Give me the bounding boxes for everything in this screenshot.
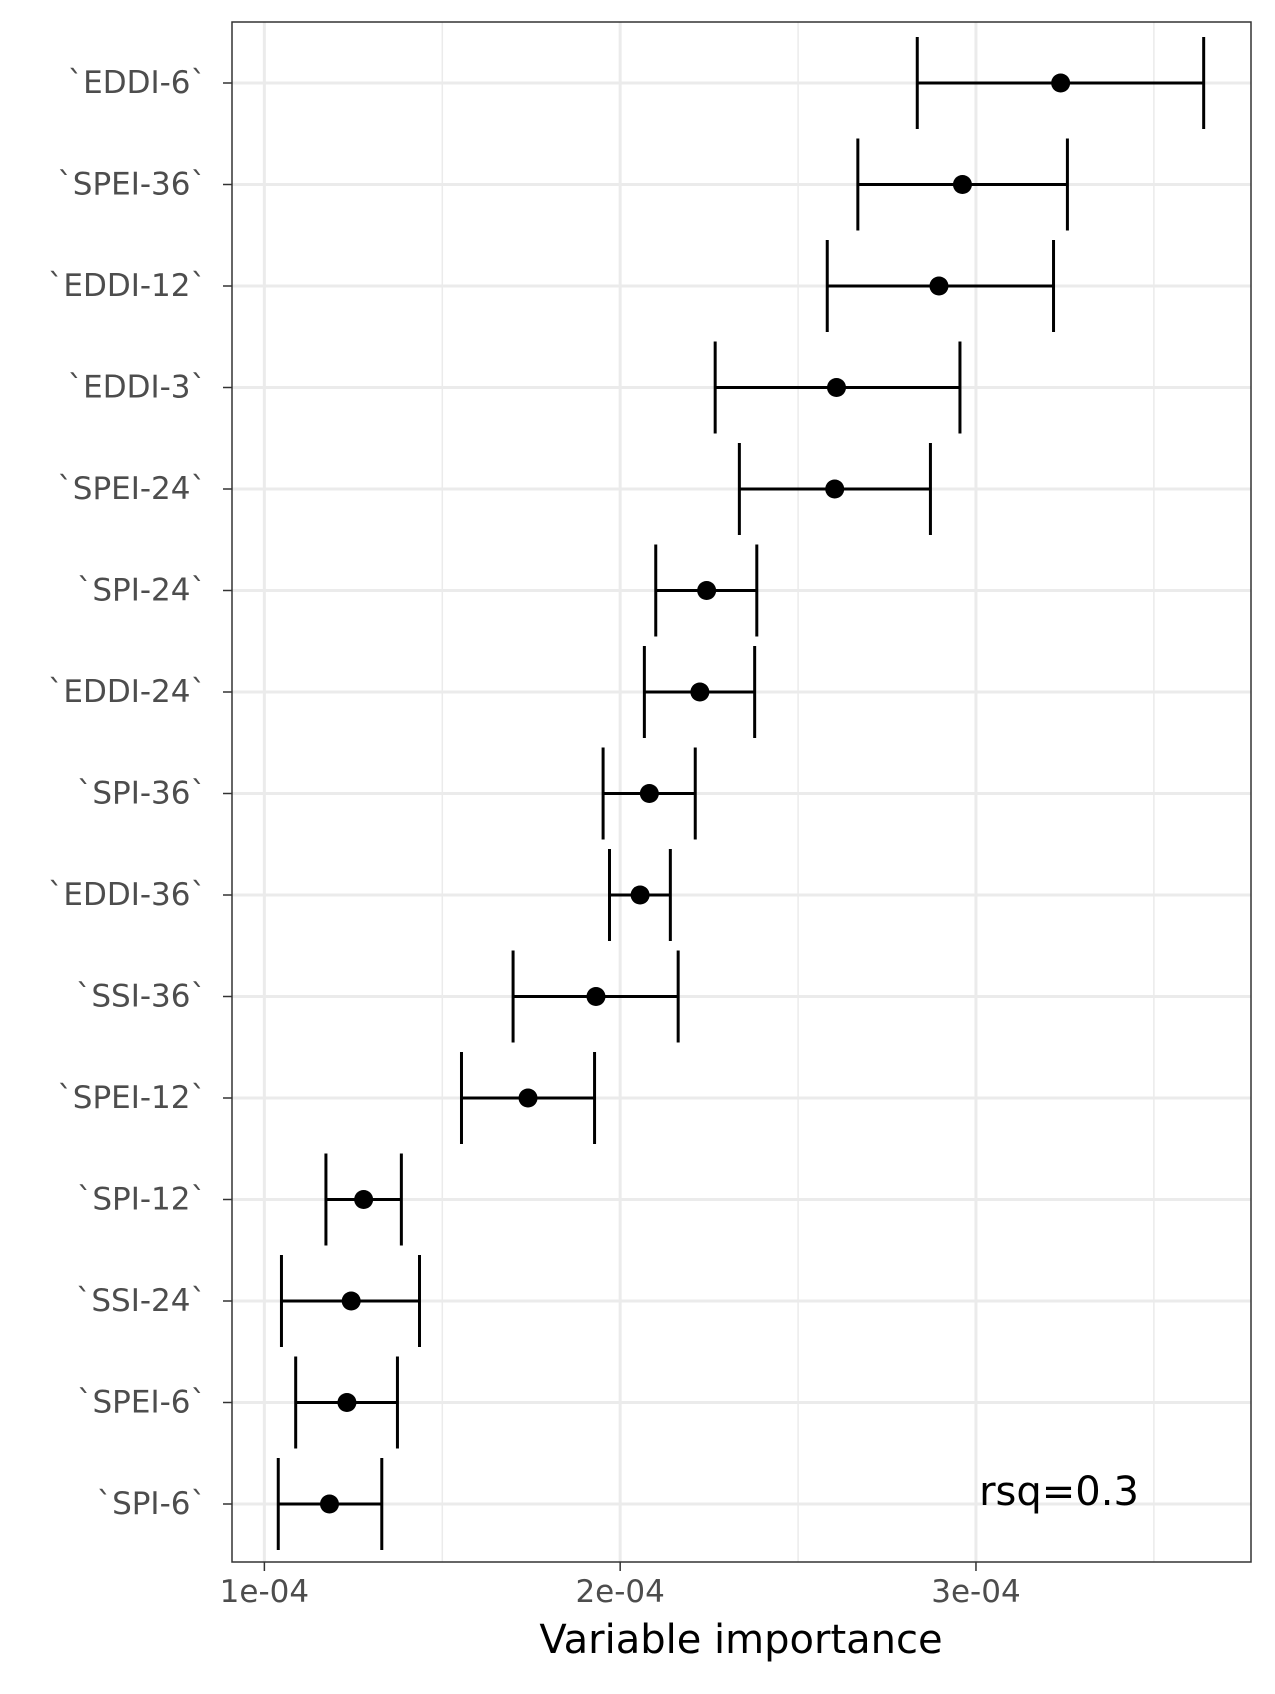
y-tick-label-13: `SPEI-6` (77, 1385, 206, 1421)
estimate-point-6 (690, 682, 710, 702)
estimate-point-1 (952, 175, 972, 194)
estimate-point-12 (341, 1291, 361, 1311)
rsq-annotation: rsq=0.3 (979, 1469, 1139, 1515)
x-tick-label-1: 2e-04 (575, 1574, 664, 1610)
estimate-point-4 (825, 479, 845, 499)
x-tick-label-2: 3e-04 (931, 1574, 1020, 1610)
estimate-point-13 (337, 1393, 357, 1412)
y-axis-ticks: `EDDI-6` `SPEI-36` `EDDI-12` `EDDI-3` `SPEI-… (48, 65, 232, 1522)
estimate-point-14 (319, 1494, 339, 1514)
y-tick-label-4: `SPEI-24` (57, 471, 206, 507)
y-tick-label-11: `SPI-12` (77, 1182, 206, 1218)
y-tick-label-10: `SPEI-12` (57, 1080, 206, 1116)
estimate-point-3 (826, 378, 846, 397)
estimate-point-9 (586, 987, 606, 1006)
y-tick-label-12: `SSI-24` (76, 1283, 206, 1319)
y-tick-label-5: `SPI-24` (77, 573, 206, 609)
x-tick-label-0: 1e-04 (220, 1574, 309, 1610)
estimate-point-5 (697, 581, 717, 600)
x-axis-ticks: 1e-04 2e-04 3e-04 (220, 1562, 1021, 1610)
y-tick-label-2: `EDDI-12` (48, 268, 206, 304)
estimate-point-0 (1051, 73, 1071, 93)
estimate-point-11 (354, 1190, 374, 1209)
y-tick-label-14: `SPI-6` (97, 1486, 206, 1522)
estimate-point-7 (639, 784, 659, 803)
y-tick-label-3: `EDDI-3` (68, 370, 206, 406)
y-tick-label-1: `SPEI-36` (57, 167, 206, 203)
panel-border (231, 21, 1252, 1563)
y-tick-label-7: `SPI-36` (77, 776, 206, 812)
y-tick-label-9: `SSI-36` (76, 979, 206, 1015)
estimate-point-10 (518, 1088, 538, 1108)
estimate-points (319, 73, 1071, 1514)
estimate-point-2 (929, 276, 949, 296)
x-axis-title: Variable importance (539, 1617, 942, 1663)
y-tick-label-6: `EDDI-24` (48, 674, 206, 710)
y-tick-label-0: `EDDI-6` (68, 65, 206, 101)
estimate-point-8 (630, 885, 650, 905)
y-tick-label-8: `EDDI-36` (48, 877, 206, 913)
